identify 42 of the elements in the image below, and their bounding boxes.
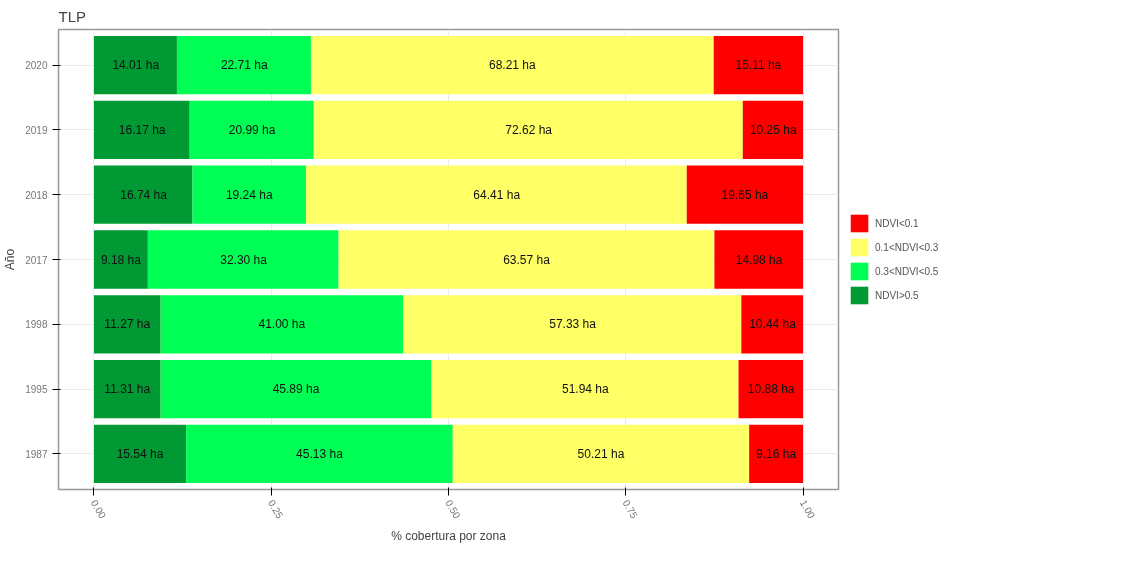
annotation: 15.11 ha	[735, 58, 782, 73]
annotation: 32.30 ha	[220, 252, 268, 267]
annotation: 19.65 ha	[721, 187, 769, 202]
annotation: 9.16 ha	[756, 446, 797, 461]
annotation: 16.74 ha	[120, 187, 168, 202]
annotation: 14.98 ha	[735, 252, 783, 267]
annotation: 63.57 ha	[503, 252, 551, 267]
annotation: 16.17 ha	[118, 122, 166, 137]
annotation: 9.18 ha	[100, 252, 142, 267]
annotation: 68.21 ha	[488, 58, 536, 73]
y-tick-label: 2018	[25, 189, 48, 201]
annotation: 45.13 ha	[296, 446, 344, 461]
y-tick-label: 2017	[25, 254, 48, 266]
annotation: 19.24 ha	[225, 187, 273, 202]
annotation: 64.41 ha	[473, 187, 521, 202]
annotation: 57.33 ha	[549, 317, 597, 332]
annotation: 45.89 ha	[272, 382, 320, 397]
annotation: 10.25 ha	[749, 122, 797, 137]
legend-label: NDVI>0.5	[875, 289, 919, 301]
legend-label: 0.3<NDVI<0.5	[875, 265, 939, 277]
annotation: 15.54 ha	[116, 446, 164, 461]
y-tick-label: 2019	[25, 124, 48, 136]
x-axis-title: % cobertura por zona	[391, 529, 507, 544]
legend-label: 0.1<NDVI<0.3	[875, 241, 939, 253]
annotation: 10.44 ha	[749, 317, 797, 332]
legend-label: NDVI<0.1	[875, 217, 919, 229]
y-axis-title: Año	[3, 248, 18, 271]
y-tick-label: 1987	[25, 448, 48, 460]
annotation: 50.21 ha	[577, 446, 625, 461]
y-tick-label: 1995	[25, 384, 48, 396]
annotation: 11.27 ha	[104, 317, 151, 332]
annotation: 72.62 ha	[505, 122, 553, 137]
annotation: 14.01 ha	[112, 58, 160, 73]
annotation: 41.00 ha	[258, 317, 306, 332]
annotation: 20.99 ha	[228, 122, 276, 137]
chart-title: TLP	[58, 7, 87, 25]
annotation: 11.31 ha	[104, 382, 151, 397]
y-tick-label: 2020	[25, 60, 48, 72]
y-tick-label: 1998	[25, 319, 48, 331]
annotation: 10.88 ha	[747, 382, 795, 397]
annotation: 22.71 ha	[220, 58, 268, 73]
annotation: 51.94 ha	[562, 382, 610, 397]
